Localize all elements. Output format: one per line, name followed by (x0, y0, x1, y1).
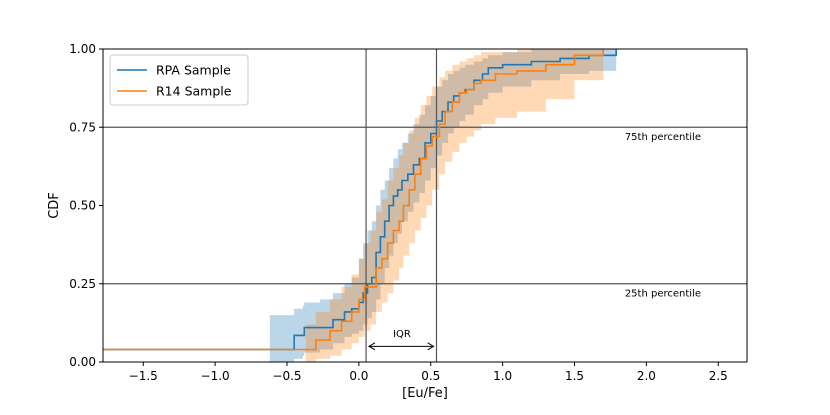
x-tick-label: 2.0 (637, 369, 656, 383)
iqr-arrow-head-right (427, 342, 435, 351)
x-tick-label: −0.5 (272, 369, 301, 383)
y-axis-label: CDF (47, 192, 62, 219)
iqr-arrow-head-left (367, 342, 376, 351)
series-lines (103, 49, 617, 351)
annotation-75th-percentile: 75th percentile (625, 132, 701, 143)
y-tick-label: 0.00 (69, 355, 96, 369)
x-tick-label: 0.0 (349, 369, 368, 383)
legend: RPA Sample R14 Sample (109, 54, 249, 106)
x-axis: −1.5 −1.0 −0.5 0.0 0.5 1.0 1.5 2.0 2.5 (129, 362, 728, 383)
legend-box (109, 54, 249, 106)
annotation-25th-percentile: 25th percentile (625, 288, 701, 299)
x-tick-label: 1.0 (493, 369, 512, 383)
legend-label-r14: R14 Sample (156, 84, 232, 99)
y-tick-label: 0.50 (69, 199, 96, 213)
x-axis-label: [Eu/Fe] (402, 386, 448, 401)
series-line-r14 (103, 49, 605, 351)
x-tick-label: 0.5 (421, 369, 440, 383)
y-tick-label: 1.00 (69, 42, 96, 56)
reference-lines (103, 49, 747, 362)
x-tick-label: 2.5 (709, 369, 728, 383)
iqr-arrow (367, 342, 435, 351)
x-tick-label: 1.5 (565, 369, 584, 383)
legend-label-rpa: RPA Sample (156, 63, 231, 78)
annotation-iqr: IQR (393, 329, 411, 340)
x-tick-label: −1.0 (201, 369, 230, 383)
y-tick-label: 0.75 (69, 120, 96, 134)
x-tick-label: −1.5 (129, 369, 158, 383)
y-tick-label: 0.25 (69, 277, 96, 291)
y-axis: 0.00 0.25 0.50 0.75 1.00 (69, 42, 103, 369)
